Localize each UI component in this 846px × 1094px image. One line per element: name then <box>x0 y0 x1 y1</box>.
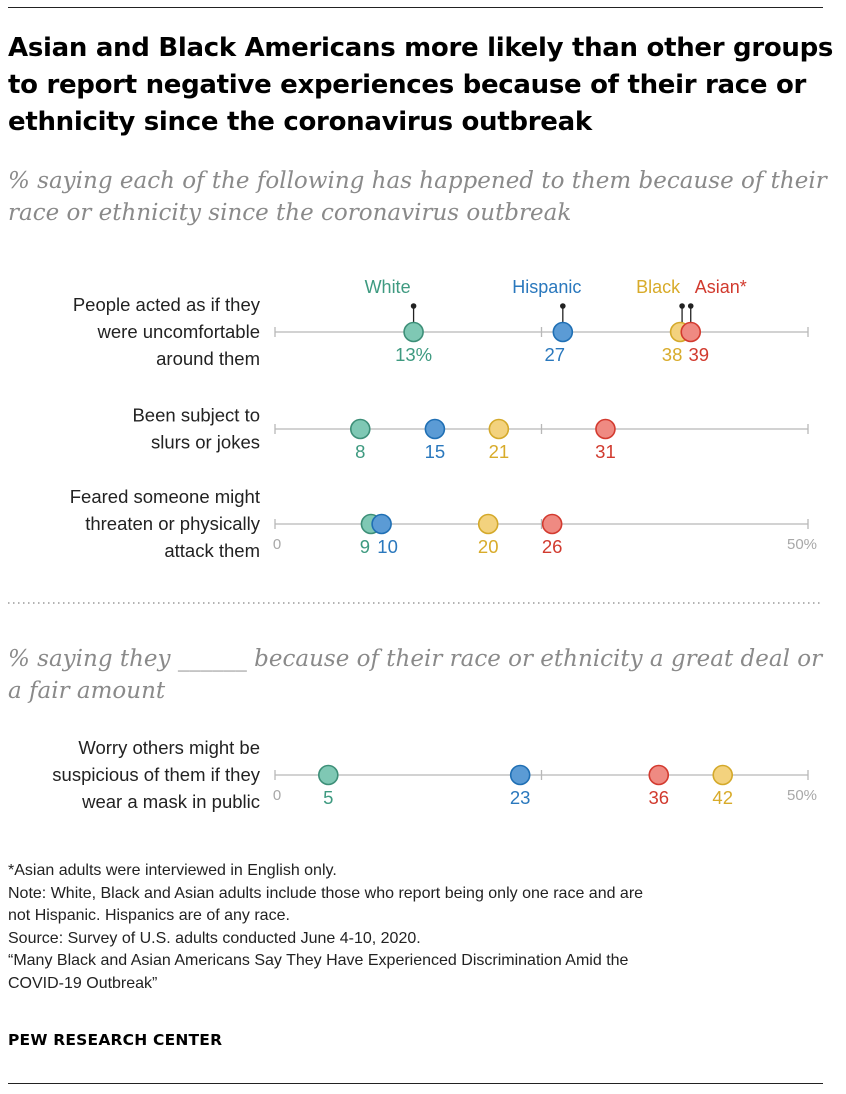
value-label-hispanic-0-2: 10 <box>377 536 398 557</box>
value-label-asian-1-0: 36 <box>648 787 669 808</box>
value-label-white-1-0: 5 <box>323 787 333 808</box>
chart-notes: *Asian adults were interviewed in Englis… <box>8 860 838 995</box>
dot-asian-0-1 <box>595 418 616 440</box>
dot-black-1-0 <box>712 764 734 786</box>
dot-black-0-1 <box>488 418 510 440</box>
dot-white-1-0 <box>317 764 339 786</box>
row-label-1-0-0: Worry others might be <box>78 737 260 758</box>
tick-label-max-1-0: 50% <box>787 787 817 804</box>
value-label-black-0-0: 38 <box>662 344 683 365</box>
value-label-black-0-1: 21 <box>489 441 510 462</box>
panel1-subtitle: % saying each of the following has happe… <box>8 168 827 226</box>
dot-asian-1-0 <box>648 764 670 786</box>
row-label-0-2-2: attack them <box>164 540 260 561</box>
legend-label-2: Black <box>636 277 681 297</box>
dot-plot-chart: People acted as if they were uncomfortabl… <box>8 277 823 812</box>
row-label-0-0-2: around them <box>156 348 260 369</box>
bottom-rule <box>8 1083 823 1084</box>
dot-hispanic-1-0 <box>509 764 531 786</box>
row-label-1-0-1: suspicious of them if they <box>52 764 260 785</box>
row-label-0-2-0: Feared someone might <box>70 486 260 507</box>
report-title-line-1: “Many Black and Asian Americans Say They… <box>8 952 629 969</box>
row-label-0-0-0: People acted as if they <box>73 294 261 315</box>
tick-label-min-1-0: 0 <box>273 787 281 804</box>
dot-black-0-2 <box>477 513 499 535</box>
value-label-hispanic-0-1: 15 <box>425 441 446 462</box>
value-label-white-0-2: 9 <box>360 536 370 557</box>
legend-connector-dot-2 <box>679 303 685 309</box>
row-label-1-0-2: wear a mask in public <box>81 791 260 812</box>
dot-asian-0-2 <box>541 513 563 535</box>
dot-asian-0-0 <box>680 321 702 343</box>
value-label-black-1-0: 42 <box>712 787 733 808</box>
value-label-asian-0-0: 39 <box>688 344 709 365</box>
value-label-hispanic-1-0: 23 <box>510 787 531 808</box>
legend-connector-dot-0 <box>410 303 417 309</box>
dot-hispanic-0-1 <box>424 418 446 440</box>
value-label-asian-0-1: 31 <box>595 441 616 462</box>
legend-connector-dot-3 <box>687 303 694 309</box>
report-title-line-2: COVID-19 Outbreak” <box>8 974 158 992</box>
legend-connector-dot-1 <box>560 303 566 309</box>
tick-label-max-0-2: 50% <box>787 536 817 553</box>
tick-label-min-0-2: 0 <box>273 536 281 553</box>
panel2-subtitle: % saying they ______ because of their ra… <box>8 646 823 704</box>
value-label-white-0-0: 13% <box>395 344 432 365</box>
dot-white-0-1 <box>349 418 371 440</box>
row-label-0-1-0: Been subject to <box>132 405 260 426</box>
legend-label-1: Hispanic <box>512 277 581 297</box>
legend-label-0: White <box>365 277 411 297</box>
source-note: Source: Survey of U.S. adults conducted … <box>8 929 421 947</box>
asterisk-note: *Asian adults were interviewed in Englis… <box>8 862 337 879</box>
dot-white-0-0 <box>403 321 424 343</box>
legend-label-3: Asian* <box>695 277 747 297</box>
value-label-black-0-2: 20 <box>478 536 499 557</box>
dot-hispanic-0-0 <box>552 321 574 343</box>
note-line-1: Note: White, Black and Asian adults incl… <box>8 884 644 902</box>
chart-title: Asian and Black Americans more likely th… <box>8 33 834 137</box>
note-line-2: not Hispanic. Hispanics are of any race. <box>8 907 290 924</box>
value-label-white-0-1: 8 <box>355 441 365 462</box>
dot-hispanic-0-2 <box>371 513 392 535</box>
row-label-0-2-1: threaten or physically <box>85 513 261 534</box>
value-label-asian-0-2: 26 <box>542 536 563 557</box>
row-label-0-1-1: slurs or jokes <box>151 432 260 453</box>
value-label-hispanic-0-0: 27 <box>545 344 566 365</box>
top-rule <box>8 7 823 8</box>
brand-logo-text: PEW RESEARCH CENTER <box>8 1031 223 1049</box>
row-label-0-0-1: were uncomfortable <box>97 321 260 342</box>
